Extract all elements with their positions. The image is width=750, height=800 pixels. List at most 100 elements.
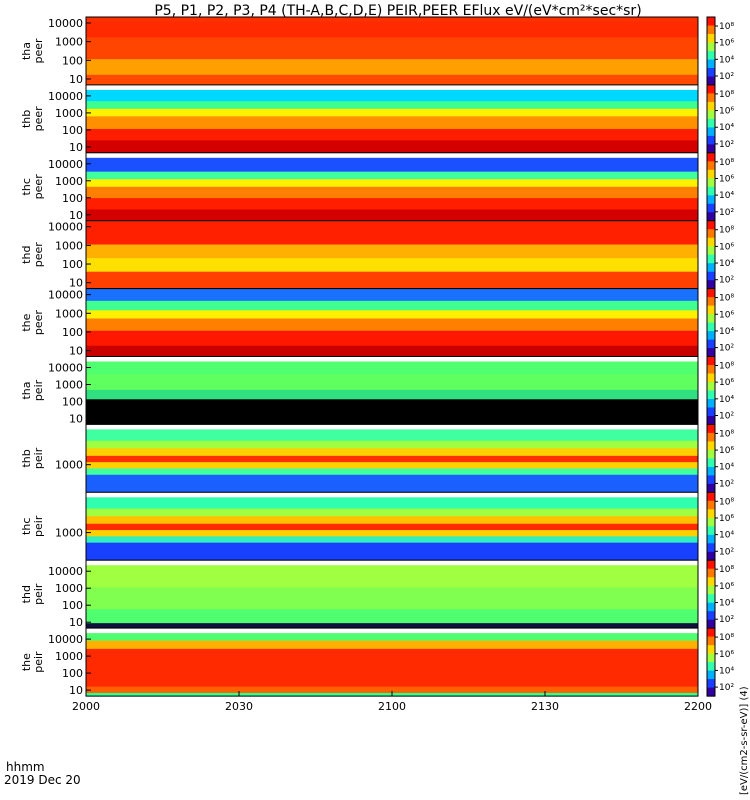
panel-gap	[86, 560, 698, 566]
colorbar-segment	[707, 619, 715, 629]
y-tick-label: 10000	[48, 289, 83, 302]
colorbar-segment	[707, 76, 715, 86]
spectrogram-band	[86, 587, 698, 610]
colorbar-segment	[707, 356, 715, 366]
spectrogram-band	[86, 345, 698, 358]
y-tick-label: 10000	[48, 362, 83, 375]
spectrogram-panel: 1000 thcpeir 10⁸ 10⁶ 10⁴ 10²	[20, 491, 734, 561]
colorbar-tick-label: 10⁴	[719, 55, 734, 65]
colorbar-tick-label: 10⁴	[719, 666, 734, 676]
colorbar-segment	[707, 424, 715, 434]
panel-gap	[86, 356, 698, 362]
date-label: 2019 Dec 20	[4, 773, 81, 787]
x-tick-label: 2000	[72, 700, 100, 713]
colorbar: 10⁸ 10⁶ 10⁴ 10²	[706, 559, 734, 629]
colorbar-segment	[707, 118, 715, 128]
spectrogram-band	[86, 101, 698, 110]
colorbar-segment	[707, 509, 715, 519]
colorbar-segment	[707, 568, 715, 578]
y-tick-label: 10	[69, 413, 83, 426]
panel-label-species: peer	[32, 174, 45, 200]
colorbar-segment	[707, 500, 715, 510]
colorbar-tick-label: 10⁴	[719, 395, 734, 405]
colorbar: 10⁸ 10⁶ 10⁴ 10²	[706, 627, 734, 697]
colorbar-segment	[707, 263, 715, 273]
colorbar-tick-label: 10⁶	[719, 39, 734, 49]
spectrogram-band	[86, 108, 698, 117]
y-tick-label: 1000	[55, 650, 83, 663]
colorbar-segment	[707, 399, 715, 408]
y-tick-label: 10	[69, 684, 83, 697]
spectrogram-band	[86, 429, 698, 442]
y-tick-label: 1000	[55, 527, 83, 540]
colorbar-segment	[707, 271, 715, 281]
colorbar-tick-label: 10⁶	[719, 582, 734, 592]
spectrogram-band	[86, 89, 698, 102]
colorbar: 10⁸ 10⁶ 10⁴ 10²	[706, 220, 734, 290]
colorbar-segment	[707, 322, 715, 332]
panel-label-probe: thd	[20, 585, 33, 603]
panel-label-species: peer	[32, 242, 45, 268]
colorbar-segment	[707, 466, 715, 476]
colorbar: 10⁸ 10⁶ 10⁴ 10²	[706, 356, 734, 425]
panel-label: thepeer	[20, 310, 45, 336]
spectrogram-band	[86, 516, 698, 525]
colorbar-tick-label: 10²	[719, 412, 734, 422]
y-tick-label: 10000	[48, 158, 83, 171]
colorbar-tick-label: 10⁸	[719, 565, 734, 575]
colorbar-segment	[707, 543, 715, 553]
colorbar-tick-label: 10²	[719, 344, 734, 354]
spectrogram-band	[86, 288, 698, 302]
colorbar-segment	[707, 144, 715, 154]
spectrogram-band	[86, 448, 698, 457]
spectrogram-band	[86, 440, 698, 449]
colorbar-segment	[707, 42, 715, 52]
y-tick-label: 1000	[55, 307, 83, 320]
spectrogram-band	[86, 542, 698, 561]
spectrogram-band	[86, 318, 698, 332]
colorbar-segment	[707, 585, 715, 595]
x-tick-label: 2100	[378, 700, 406, 713]
spectrogram-band	[86, 300, 698, 311]
colorbar-segment	[707, 441, 715, 451]
colorbar-segment	[707, 636, 715, 646]
panel-label-probe: tha	[20, 381, 33, 399]
spectrogram-band	[86, 186, 698, 199]
panel-label: thbpeer	[20, 106, 45, 132]
colorbar-segment	[707, 59, 715, 69]
y-tick-label: 1000	[55, 379, 83, 392]
y-tick-label: 10000	[48, 565, 83, 578]
spectrogram-band	[86, 258, 698, 273]
colorbar-segment	[707, 84, 715, 94]
panel-gap	[86, 84, 698, 90]
colorbar-tick-label: 10⁸	[719, 226, 734, 236]
panel-label-species: peer	[32, 310, 45, 336]
spectrogram-panel: 10000 1000 100 10 thdpeir 10⁸ 10⁶ 10⁴ 10²	[20, 559, 734, 629]
spectrogram-band	[86, 59, 698, 76]
y-tick-label: 100	[62, 192, 83, 205]
colorbar-segment	[707, 560, 715, 570]
colorbar-tick-label: 10⁸	[719, 22, 734, 32]
spectrogram-band	[86, 157, 698, 173]
colorbar-tick-label: 10²	[719, 72, 734, 82]
colorbar-segment	[707, 195, 715, 205]
colorbar-tick-label: 10⁸	[719, 294, 734, 304]
spectrogram-band	[86, 330, 698, 347]
panel-label-species: peir	[32, 447, 45, 469]
colorbar-tick-label: 10⁸	[719, 497, 734, 507]
colorbar-frame	[706, 627, 716, 697]
spectrogram-band	[86, 198, 698, 210]
colorbar-segment	[707, 611, 715, 621]
colorbar-tick-label: 10⁶	[719, 242, 734, 252]
y-tick-label: 1000	[55, 582, 83, 595]
panel-label-probe: tha	[20, 42, 33, 60]
spectrogram-band	[86, 497, 698, 510]
colorbar-segment	[707, 475, 715, 485]
colorbar-segment	[707, 101, 715, 111]
colorbar-tick-label: 10⁴	[719, 259, 734, 269]
colorbar-tick-label: 10²	[719, 547, 734, 557]
colorbar-segment	[707, 382, 715, 391]
colorbar-segment	[707, 161, 715, 171]
spectrogram-band	[86, 399, 698, 425]
panel-label-probe: thc	[20, 178, 33, 195]
